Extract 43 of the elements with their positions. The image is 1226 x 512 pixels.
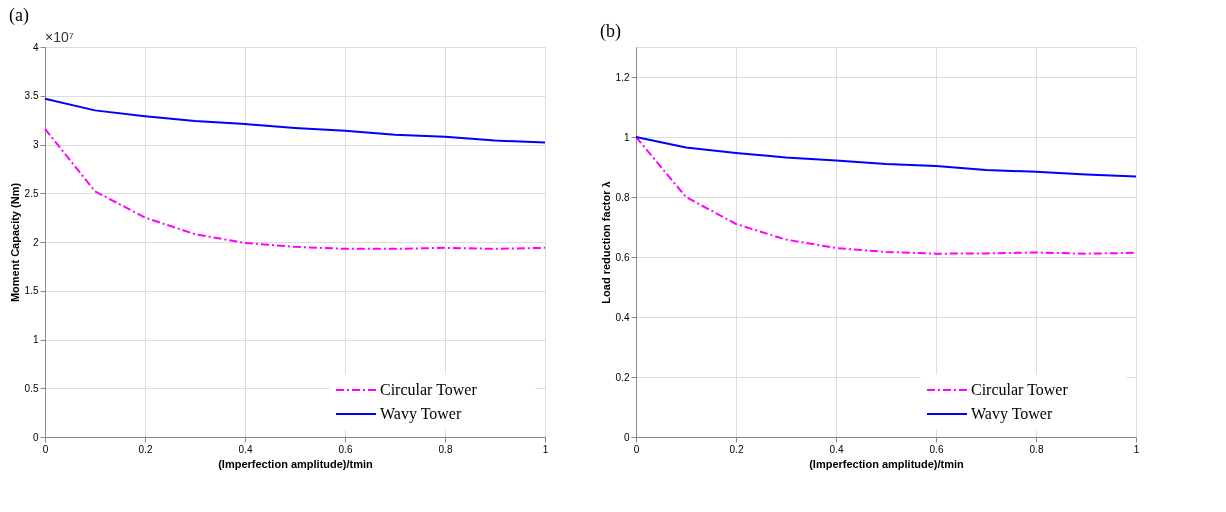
legend-label: Circular Tower [380,381,478,398]
x-tick-label: 0.2 [138,443,153,455]
x-axis-title: (Imperfection amplitude)/tmin [809,457,965,470]
x-tick-label: 1 [542,443,549,455]
line-series [44,127,546,250]
y-tick-label: 0.4 [615,311,630,323]
y-tick-label: 4 [32,41,39,53]
y-tick-label: 1 [32,334,39,345]
y-tick-label: 3 [32,139,39,150]
y-tick-label: 3.5 [24,90,39,102]
chart-title: (b) [600,21,622,42]
y-tick-label: 0.2 [615,371,630,383]
y-axis-title: Moment Capacity (Nm) [8,182,21,303]
line-series [635,136,1137,255]
x-tick-label: 0.8 [1029,443,1044,455]
legend-label: Wavy Tower [971,405,1053,423]
x-tick-label: 0.8 [438,443,453,455]
y-tick-label: 2.5 [24,187,39,199]
y-tick-label: 0.5 [24,382,39,394]
x-tick-label: 0.4 [829,443,844,455]
line-series [635,136,1137,178]
line-series [44,97,546,144]
y-tick-label: 0 [623,431,630,443]
y-tick-label: 1.2 [615,71,630,83]
x-tick-label: 0.6 [929,443,944,455]
y-tick-label: 1 [623,131,630,143]
x-tick-label: 0.6 [338,443,353,455]
y-tick-label: 1.5 [24,285,39,297]
legend-label: Circular Tower [971,381,1069,398]
y-axis-title: Load reduction factor λ [599,181,612,304]
legend-label: Wavy Tower [380,405,462,423]
y-tick-label: 2 [32,236,39,248]
x-axis-title: (Imperfection amplitude)/tmin [218,457,374,470]
text: ×10⁷ [45,29,74,45]
y-tick-label: 0 [32,431,39,443]
x-tick-label: 0 [42,443,49,455]
x-tick-label: 0.4 [238,443,253,455]
chart-title: (a) [9,5,30,26]
x-tick-label: 0.2 [729,443,744,455]
x-tick-label: 0 [633,443,640,455]
y-tick-label: 0.6 [615,251,630,263]
x-tick-label: 1 [1133,443,1140,455]
y-tick-label: 0.8 [615,191,630,203]
